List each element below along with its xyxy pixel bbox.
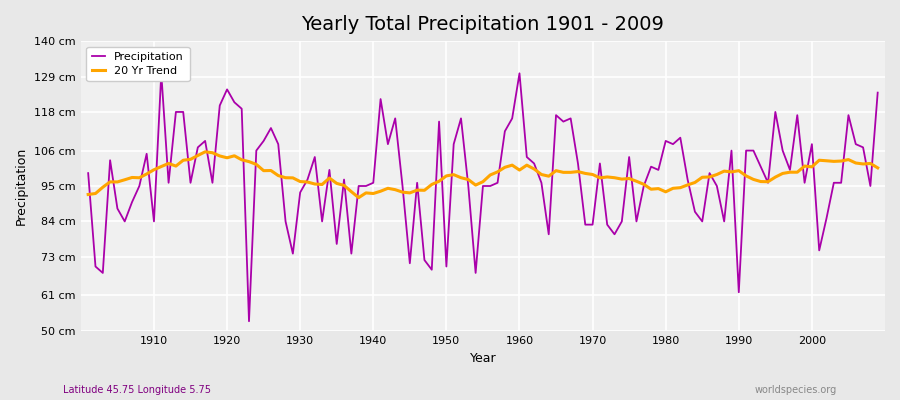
20 Yr Trend (354, 195, 364, 200)
20 Yr Trend (872, 166, 883, 170)
X-axis label: Year: Year (470, 352, 496, 365)
Precipitation (616, 219, 627, 224)
20 Yr Trend (616, 177, 627, 182)
Precipitation (872, 90, 883, 95)
20 Yr Trend (528, 166, 539, 171)
Precipitation (83, 171, 94, 176)
Precipitation (141, 152, 152, 156)
20 Yr Trend (141, 172, 152, 176)
20 Yr Trend (521, 163, 532, 168)
Y-axis label: Precipitation: Precipitation (15, 147, 28, 225)
20 Yr Trend (310, 182, 320, 186)
Line: 20 Yr Trend: 20 Yr Trend (88, 152, 878, 198)
Precipitation (361, 184, 372, 188)
Precipitation (521, 155, 532, 160)
20 Yr Trend (361, 190, 372, 195)
Precipitation (317, 219, 328, 224)
Precipitation (244, 319, 255, 324)
Title: Yearly Total Precipitation 1901 - 2009: Yearly Total Precipitation 1901 - 2009 (302, 15, 664, 34)
Legend: Precipitation, 20 Yr Trend: Precipitation, 20 Yr Trend (86, 47, 190, 81)
Line: Precipitation: Precipitation (88, 73, 878, 321)
20 Yr Trend (83, 192, 94, 197)
20 Yr Trend (200, 150, 211, 154)
Text: Latitude 45.75 Longitude 5.75: Latitude 45.75 Longitude 5.75 (63, 385, 211, 395)
Precipitation (528, 161, 539, 166)
Text: worldspecies.org: worldspecies.org (755, 385, 837, 395)
Precipitation (156, 71, 166, 76)
